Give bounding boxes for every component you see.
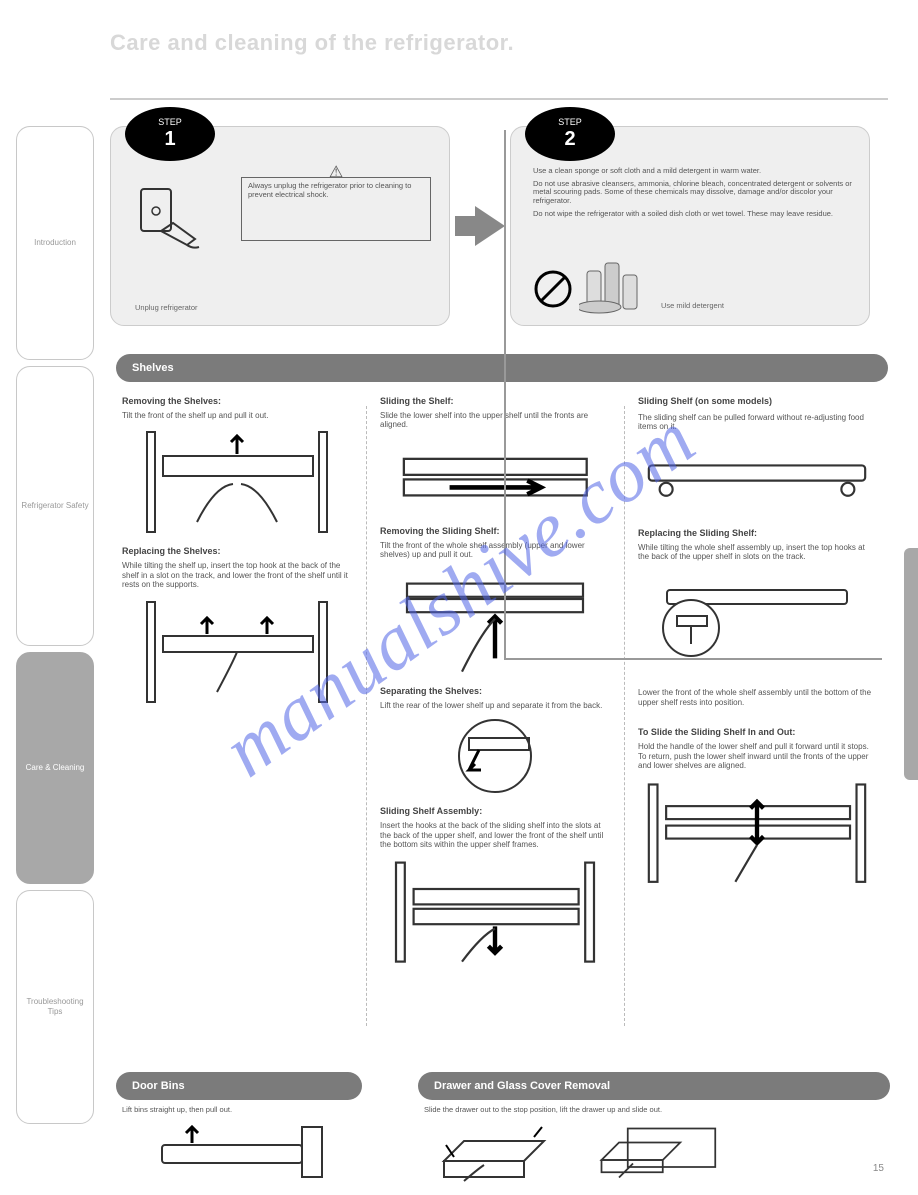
page-number: 15 <box>873 1163 884 1174</box>
step1-caption: Unplug refrigerator <box>135 304 198 313</box>
door-illus <box>122 1121 362 1181</box>
c1-h2: Replacing the Shelves: <box>122 546 352 557</box>
step-1-num: 1 <box>164 128 175 150</box>
c2-p4: Insert the hooks at the back of the slid… <box>380 821 610 850</box>
side-tab-rail: Introduction Refrigerator Safety Care & … <box>16 126 94 1124</box>
c1-p1: Tilt the front of the shelf up and pull … <box>122 411 352 421</box>
step-1-badge: STEP 1 <box>125 107 215 161</box>
warning-box: ⚠ Always unplug the refrigerator prior t… <box>241 177 431 241</box>
c1-h1: Removing the Shelves: <box>122 396 352 407</box>
side-tab-safety: Refrigerator Safety <box>16 366 94 646</box>
door-bar: Door Bins <box>116 1072 362 1100</box>
column-3-frame <box>504 130 882 660</box>
c2-h4: Sliding Shelf Assembly: <box>380 806 610 817</box>
c3-illus-3 <box>638 777 876 887</box>
drawer-illus-2 <box>584 1121 724 1185</box>
unplug-icon <box>135 183 205 253</box>
right-tab-indicator <box>904 548 918 780</box>
drawer-bar: Drawer and Glass Cover Removal <box>418 1072 890 1100</box>
page-title: Care and cleaning of the refrigerator. <box>110 30 888 56</box>
c3-p4: Hold the handle of the lower shelf and p… <box>638 742 876 771</box>
c1-illus-2 <box>122 596 352 706</box>
c2-p3: Lift the rear of the lower shelf up and … <box>380 701 610 711</box>
step-arrow <box>450 126 510 326</box>
drawer-section: Slide the drawer out to the stop positio… <box>424 1106 884 1195</box>
warning-icon: ⚠ <box>329 164 343 182</box>
column-1: Removing the Shelves: Tilt the front of … <box>122 396 352 716</box>
col-divider-1 <box>366 406 367 1026</box>
side-tab-care: Care & Cleaning <box>16 652 94 884</box>
door-section: Lift bins straight up, then pull out. <box>122 1106 362 1191</box>
side-tab-intro: Introduction <box>16 126 94 360</box>
c2-illus-3 <box>380 716 610 796</box>
header-divider <box>110 98 888 100</box>
warning-text: Always unplug the refrigerator prior to … <box>248 181 411 199</box>
step-label: STEP <box>158 118 182 128</box>
c1-illus-1 <box>122 426 352 536</box>
door-p1: Lift bins straight up, then pull out. <box>122 1106 362 1115</box>
c2-h3: Separating the Shelves: <box>380 686 610 697</box>
drawer-illus-1 <box>424 1121 564 1185</box>
step-label: STEP <box>558 118 582 128</box>
c3-p3: Lower the front of the whole shelf assem… <box>638 688 876 707</box>
c2-illus-4 <box>380 856 610 966</box>
drawer-p1: Slide the drawer out to the stop positio… <box>424 1106 884 1115</box>
step-1-box: STEP 1 ⚠ Always unplug the refrigerator … <box>110 126 450 326</box>
c3-h2: To Slide the Sliding Shelf In and Out: <box>638 727 876 738</box>
c1-p2: While tilting the shelf up, insert the t… <box>122 561 352 590</box>
side-tab-troubleshoot: Troubleshooting Tips <box>16 890 94 1124</box>
